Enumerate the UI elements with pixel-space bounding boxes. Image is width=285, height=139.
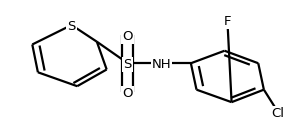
Text: O: O [123, 87, 133, 100]
Text: S: S [123, 58, 132, 71]
Text: Cl: Cl [271, 107, 284, 120]
Text: S: S [67, 20, 76, 33]
Text: NH: NH [152, 58, 171, 71]
Text: F: F [224, 15, 231, 28]
Text: O: O [123, 30, 133, 43]
